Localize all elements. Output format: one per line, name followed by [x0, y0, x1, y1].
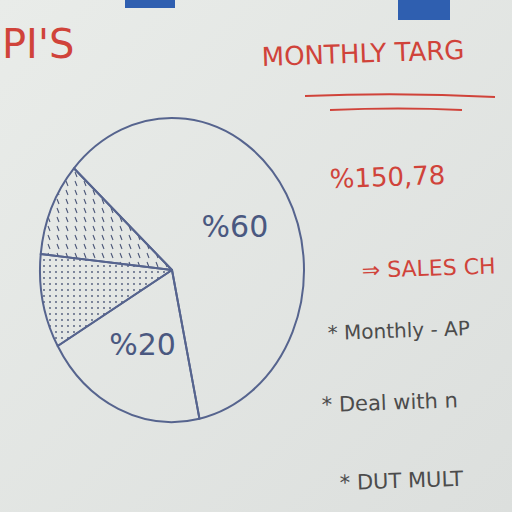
slice-label: %60: [202, 209, 269, 244]
magnet: [398, 0, 450, 20]
pie-slice: [41, 168, 172, 270]
title: PI'S: [2, 21, 74, 67]
canvas: %60 %20 PI'S MONTHLY TARG %150,78 ⇒ SALES CH *…: [0, 0, 512, 512]
annotation: * Deal with n: [321, 388, 458, 417]
board: [0, 0, 512, 512]
magnet: [125, 0, 175, 8]
annotation: ⇒ SALES CH: [361, 253, 496, 283]
underline: [305, 94, 495, 97]
whiteboard: %60 %20 PI'S MONTHLY TARG %150,78 ⇒ SALES CH *…: [0, 0, 512, 512]
slice-label: %20: [109, 327, 176, 362]
pie: [40, 118, 304, 422]
pie-labels: %60 %20: [109, 209, 268, 362]
annotation: MONTHLY TARG: [261, 35, 465, 72]
annotation: %150,78: [329, 160, 446, 194]
annotation: * Monthly - AP: [327, 316, 470, 345]
underline: [330, 109, 462, 111]
annotation: * DUT MULT: [339, 467, 463, 495]
